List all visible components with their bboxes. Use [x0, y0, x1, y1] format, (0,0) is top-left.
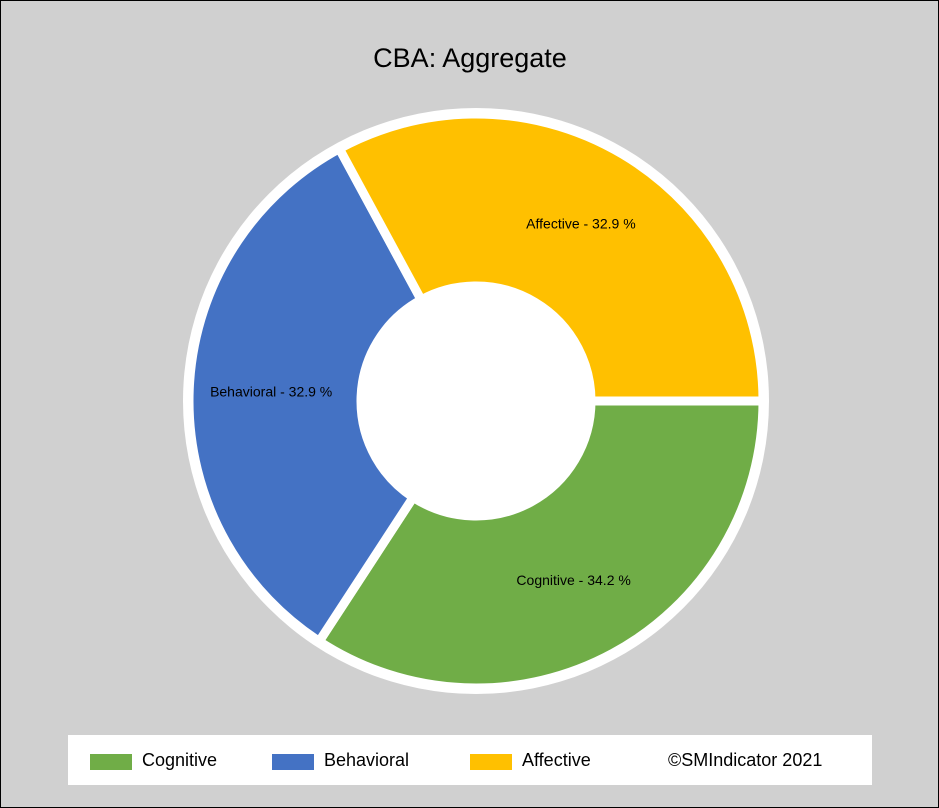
legend-label: Affective [522, 750, 591, 770]
donut-slice [312, 396, 768, 693]
legend-swatch [470, 754, 512, 770]
legend-swatch [272, 754, 314, 770]
slice-label: Affective - 32.9 % [526, 216, 635, 232]
legend-label: Cognitive [142, 750, 217, 770]
legend-label: Behavioral [324, 750, 409, 770]
donut-slice [333, 109, 768, 406]
legend-swatch [90, 754, 132, 770]
slice-label: Cognitive - 34.2 % [516, 572, 630, 588]
legend-note: ©SMIndicator 2021 [668, 750, 822, 770]
donut-slice [184, 142, 428, 648]
slice-label: Behavioral - 32.9 % [210, 383, 332, 399]
chart-title: CBA: Aggregate [373, 43, 567, 73]
